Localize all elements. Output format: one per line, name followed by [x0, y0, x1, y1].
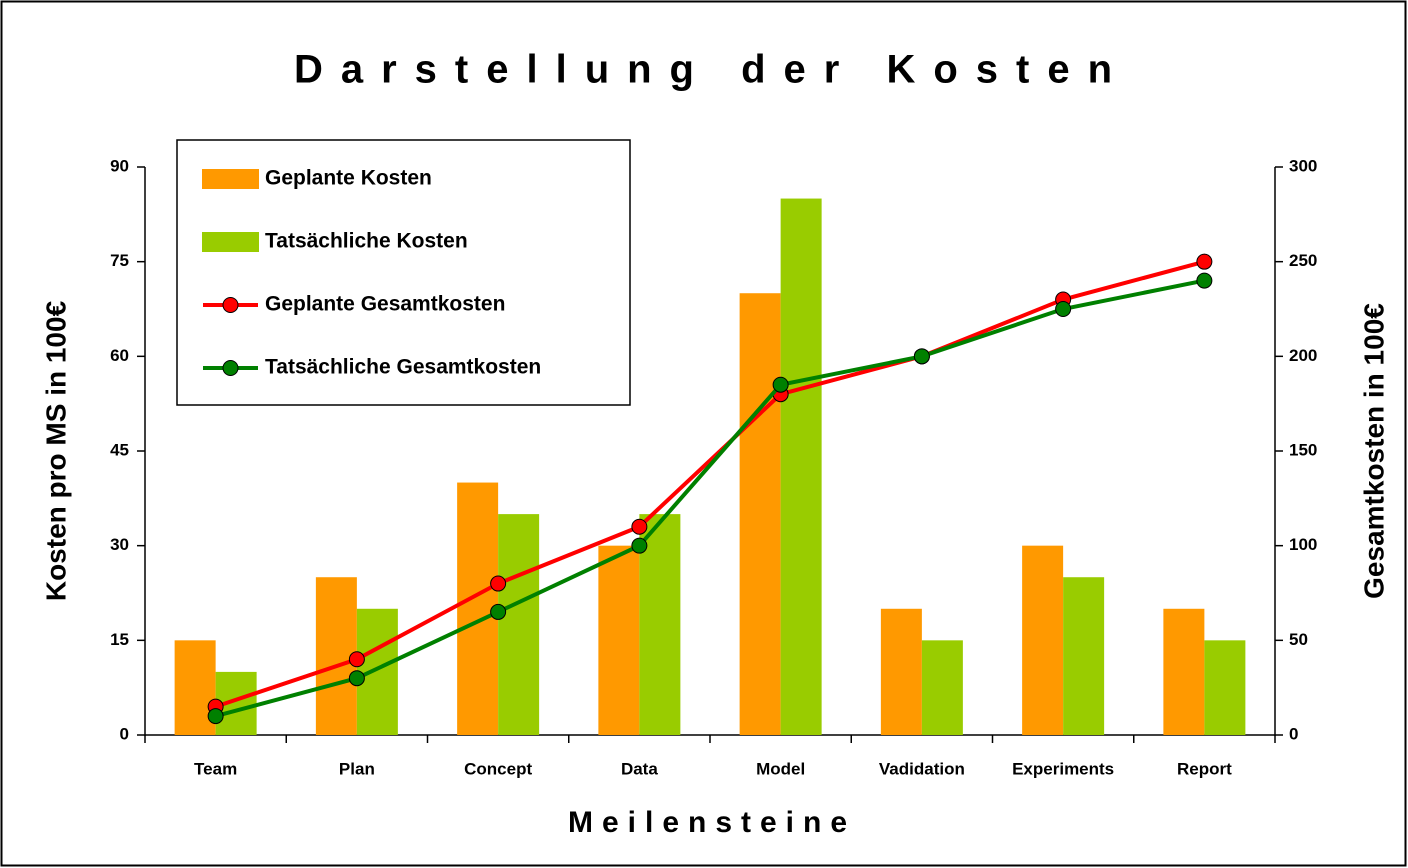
y2-tick-label: 300 [1289, 156, 1317, 175]
x-tick-label: Data [621, 759, 658, 778]
legend-marker [222, 360, 239, 376]
y2-tick-label: 100 [1289, 535, 1317, 554]
line-marker [631, 537, 648, 554]
y-tick-label: 90 [110, 156, 129, 175]
line-marker [490, 575, 507, 592]
legend-label: Geplante Gesamtkosten [265, 293, 505, 316]
legend-label: Geplante Kosten [265, 167, 432, 190]
x-tick-label: Experiments [1012, 759, 1114, 778]
line-marker [772, 376, 789, 393]
line-marker [1055, 301, 1072, 317]
y2-tick-label: 250 [1289, 251, 1317, 270]
chart-title: Darstellung der Kosten [294, 48, 1130, 92]
legend-marker [222, 297, 239, 313]
line-marker [490, 603, 507, 620]
y2-tick-label: 50 [1289, 630, 1308, 649]
bar [1063, 577, 1105, 735]
bar [1022, 545, 1064, 735]
bar [498, 514, 540, 735]
line-marker [207, 708, 224, 725]
y2-tick-label: 0 [1289, 724, 1298, 743]
bar [780, 198, 822, 736]
x-tick-label: Team [194, 759, 237, 778]
y-axis-title: Kosten pro MS in 100€ [40, 300, 71, 601]
bar [598, 545, 640, 735]
line-marker [348, 651, 365, 668]
x-tick-label: Model [756, 759, 805, 778]
bar [921, 640, 963, 735]
y-tick-label: 15 [110, 630, 129, 649]
x-tick-label: Plan [339, 759, 375, 778]
x-axis-title: Meilensteine [568, 806, 856, 839]
y-tick-label: 30 [110, 535, 129, 554]
bar [1163, 608, 1205, 735]
line-marker [631, 518, 648, 535]
legend-swatch [202, 232, 259, 252]
x-tick-label: Concept [464, 759, 532, 778]
y-tick-label: 75 [110, 251, 129, 270]
legend-label: Tatsächliche Gesamtkosten [265, 356, 541, 379]
line [215, 278, 1205, 718]
y-tick-label: 60 [110, 346, 129, 365]
bar [1204, 640, 1246, 735]
line-marker [913, 348, 930, 365]
y2-tick-label: 200 [1289, 346, 1317, 365]
bar [639, 514, 681, 735]
line-marker [1196, 253, 1213, 270]
legend-swatch [202, 169, 259, 189]
y2-tick-label: 150 [1289, 440, 1317, 459]
bar [739, 293, 781, 735]
line-marker [348, 670, 365, 687]
bar [356, 608, 398, 735]
x-tick-label: Report [1177, 759, 1232, 778]
legend-label: Tatsächliche Kosten [265, 230, 468, 253]
y-tick-label: 45 [110, 440, 129, 459]
y-tick-label: 0 [120, 724, 129, 743]
y2-axis-title: Gesamtkosten in 100€ [1358, 303, 1389, 599]
line [214, 259, 1205, 709]
bar [880, 608, 922, 735]
line-marker [1196, 272, 1213, 289]
x-tick-label: Vadidation [879, 759, 965, 778]
